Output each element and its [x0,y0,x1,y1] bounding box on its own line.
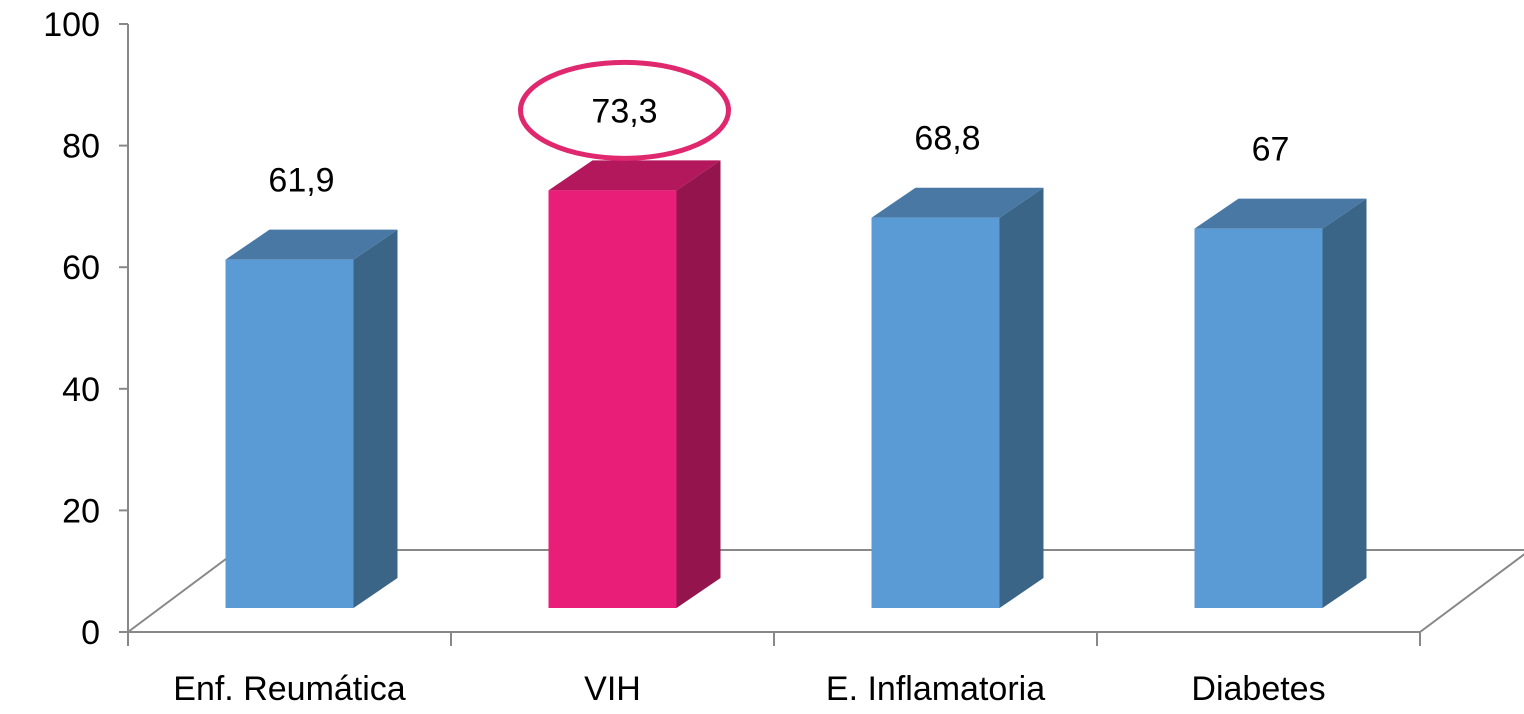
y-tick-label-20: 20 [62,492,100,530]
bar-front-enf-reumatica [225,259,354,608]
y-tick-label-100: 100 [43,6,100,44]
x-tick-label-enf-reumatica: Enf. Reumática [173,670,406,708]
y-tick-label-40: 40 [62,371,100,409]
bar-side-enf-reumatica [353,229,398,608]
x-tick-label-e-inflamatoria: E. Inflamatoria [826,670,1045,708]
chart-labels: 61,9 Enf. Reumática 73,3 VIH 68,8 E. Inflamat… [173,59,1326,708]
bar-side-vih [676,160,721,608]
x-tick-label-vih: VIH [584,670,641,708]
data-label-e-inflamatoria: 68,8 [914,120,980,158]
x-tick-label-diabetes: Diabetes [1191,670,1325,708]
bar-enf-reumatica [225,229,398,608]
data-label-enf-reumatica: 61,9 [268,162,334,200]
data-label-diabetes: 67 [1252,131,1290,169]
y-tick-label-60: 60 [62,249,100,287]
y-tick-label-0: 0 [81,614,100,652]
data-label-vih: 73,3 [591,92,657,130]
bar-top-diabetes [1194,198,1367,229]
highlight-ring [518,59,731,161]
y-tick-label-80: 80 [62,128,100,166]
bar-side-e-inflamatoria [999,187,1044,609]
bar-top-e-inflamatoria [871,187,1044,218]
bar-e-inflamatoria [871,187,1044,609]
chart-axes: 0 20 40 60 80 100 [43,6,1524,652]
bar-side-diabetes [1322,198,1367,608]
bar-front-diabetes [1194,228,1323,608]
bar-front-e-inflamatoria [871,217,1000,609]
bar-diabetes [1194,198,1367,608]
chart-bars [225,160,1367,609]
bar-top-enf-reumatica [225,229,398,260]
bar-front-vih [548,190,677,608]
bar-vih [548,160,721,608]
bar-top-vih [548,160,721,191]
